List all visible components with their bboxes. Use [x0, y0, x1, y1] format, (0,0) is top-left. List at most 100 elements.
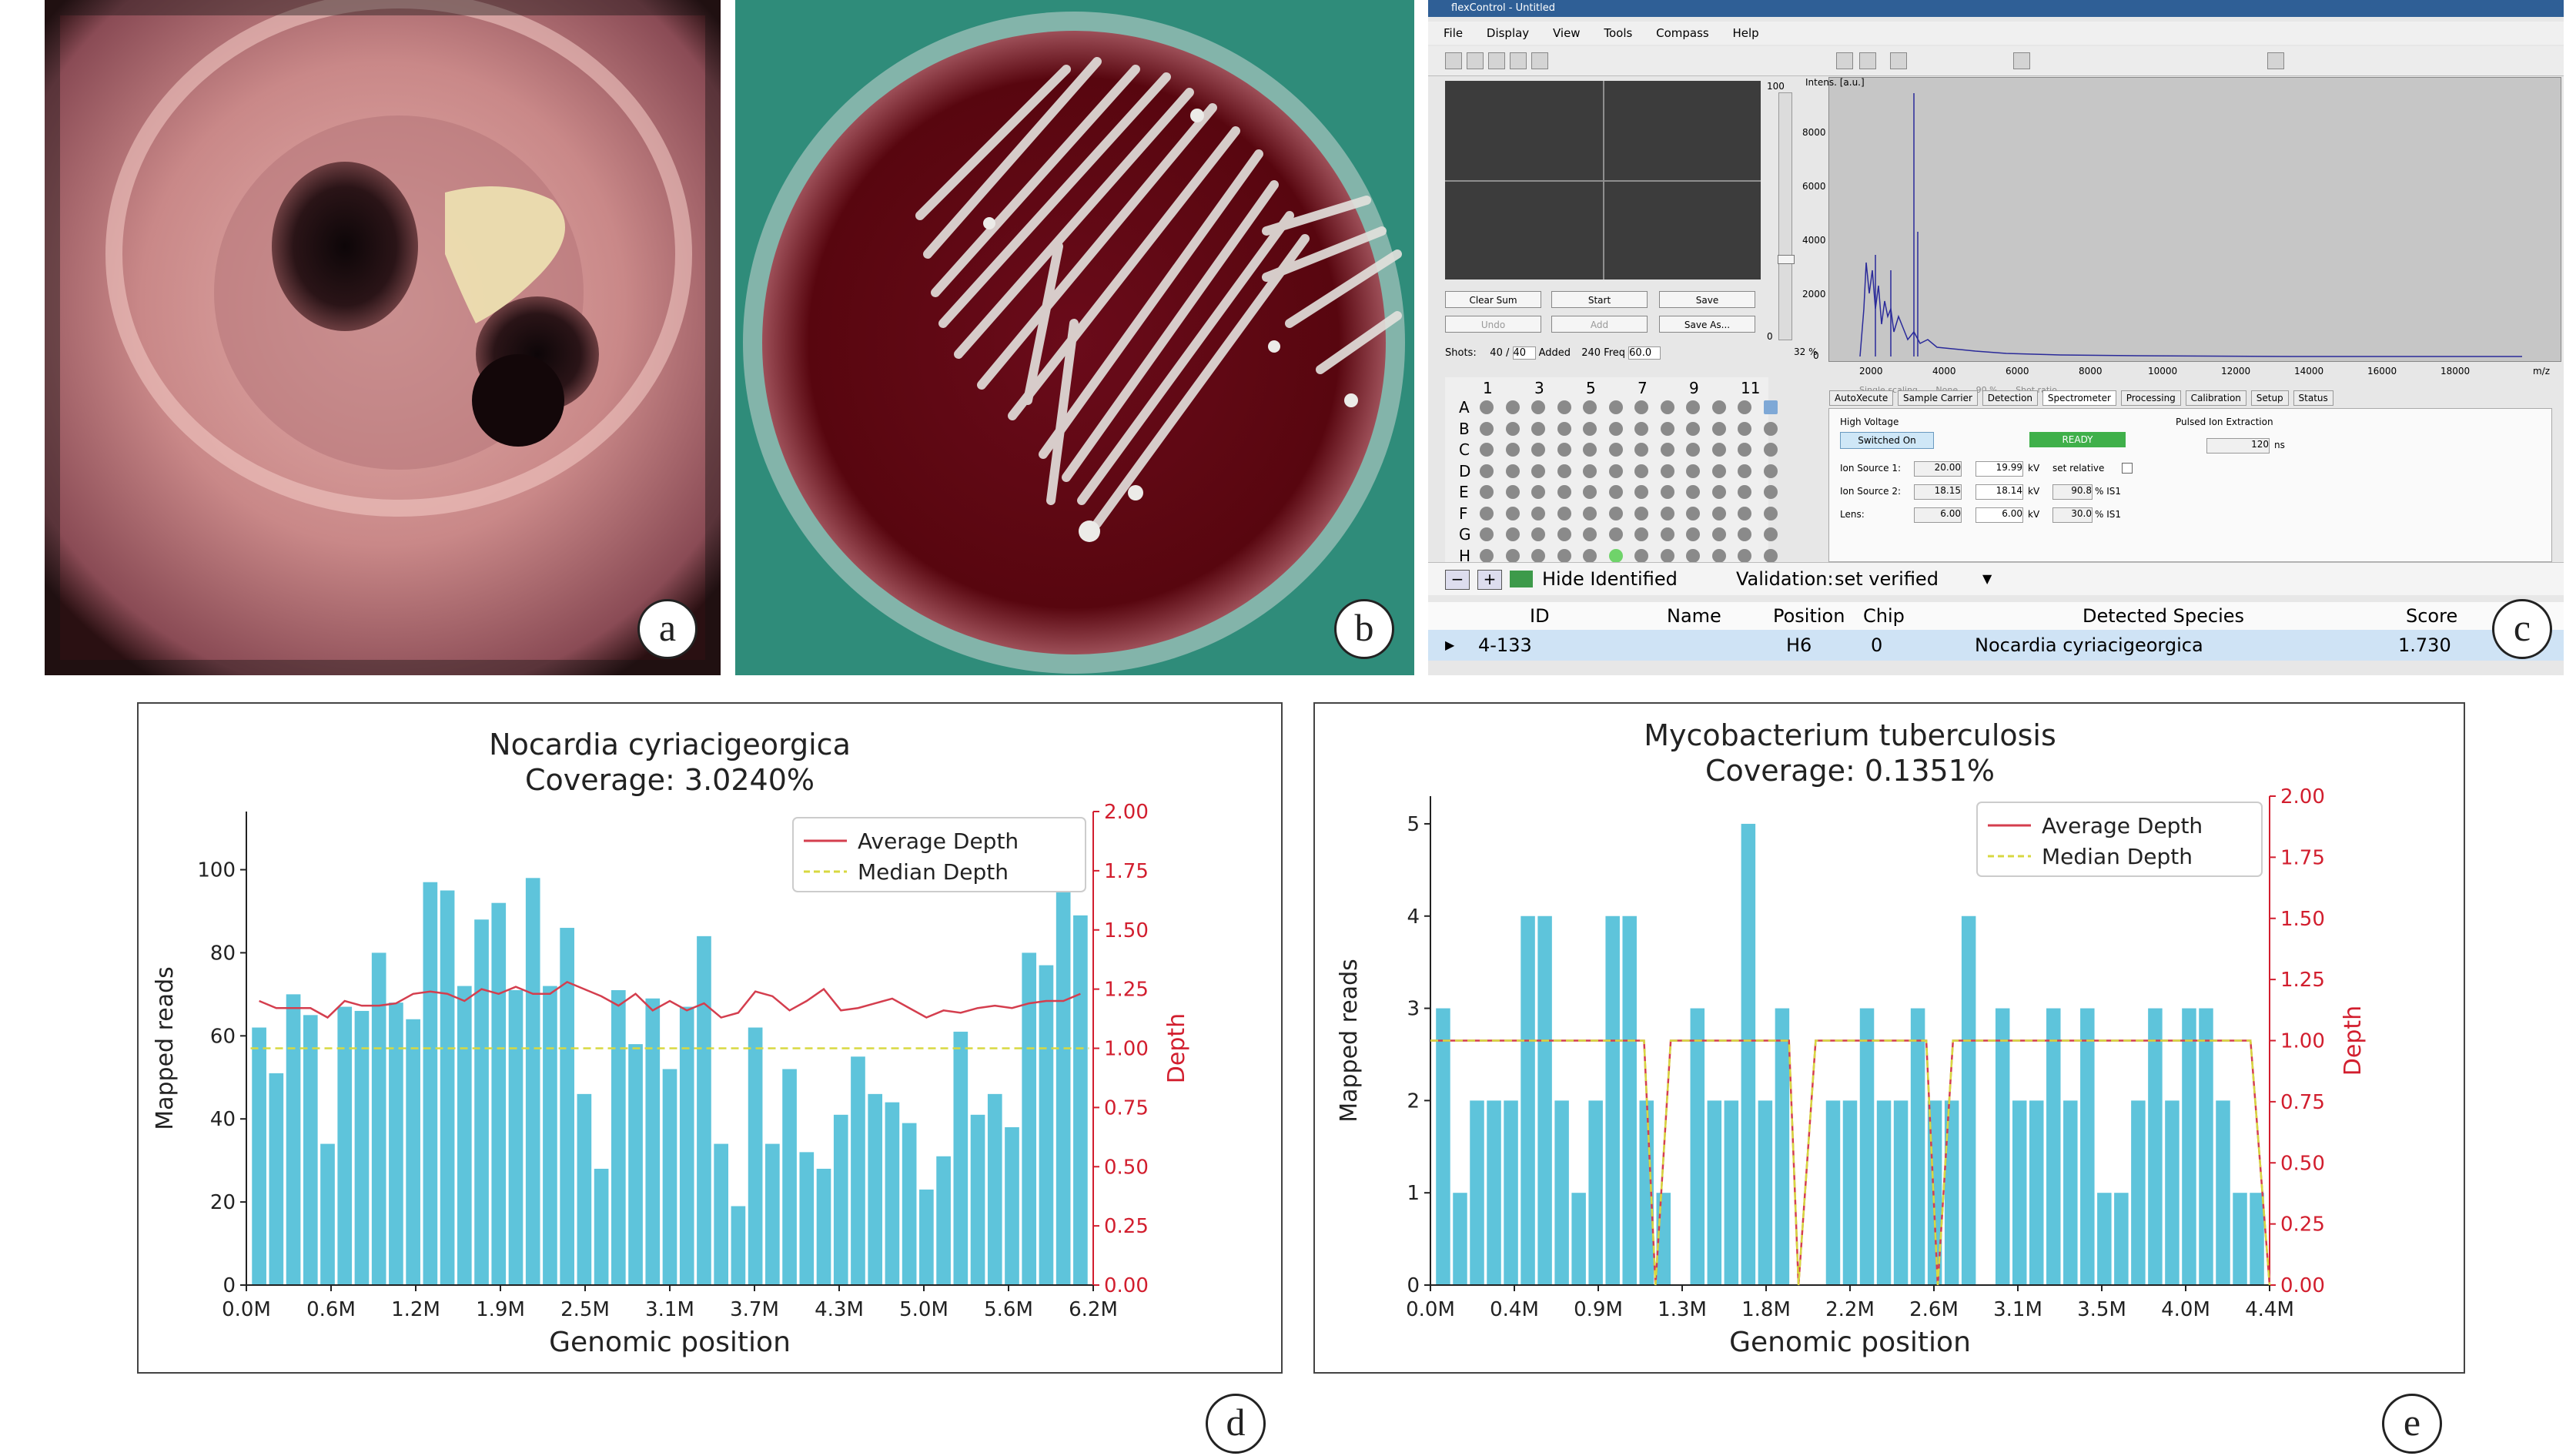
bacteria-icon[interactable]	[1510, 571, 1533, 587]
plate-well[interactable]	[1608, 421, 1623, 436]
plate-well[interactable]	[1505, 506, 1520, 520]
plate-well[interactable]	[1557, 421, 1571, 436]
plate-well[interactable]	[1634, 506, 1648, 520]
laser-slider-handle[interactable]	[1778, 255, 1795, 264]
plate-well[interactable]	[1480, 485, 1494, 499]
plate-well[interactable]	[1660, 443, 1674, 457]
tab-detection[interactable]: Detection	[1982, 390, 2039, 406]
switched-on-button[interactable]: Switched On	[1840, 432, 1934, 449]
plate-well[interactable]	[1480, 506, 1494, 520]
plate-well[interactable]	[1480, 548, 1494, 563]
plate-well[interactable]	[1763, 443, 1778, 457]
plate-well[interactable]	[1660, 421, 1674, 436]
tab-setup[interactable]: Setup	[2250, 390, 2289, 406]
plate-well[interactable]	[1480, 464, 1494, 478]
plate-well[interactable]	[1480, 443, 1494, 457]
plate-well[interactable]	[1583, 400, 1597, 414]
plate-well[interactable]	[1505, 548, 1520, 563]
shots-input[interactable]: 40	[1512, 346, 1536, 360]
plate-well[interactable]	[1686, 443, 1700, 457]
plate-well[interactable]	[1557, 548, 1571, 563]
plate-well[interactable]	[1686, 548, 1700, 563]
plate-well[interactable]	[1711, 400, 1726, 414]
plate-well[interactable]	[1738, 400, 1751, 414]
undo-button[interactable]: Undo	[1445, 316, 1541, 333]
plate-well[interactable]	[1763, 421, 1778, 436]
plate-well[interactable]	[1763, 400, 1778, 414]
plate-well[interactable]	[1763, 506, 1778, 520]
plate-well[interactable]	[1583, 548, 1597, 563]
expand-icon[interactable]: +	[1477, 570, 1502, 590]
plate-well[interactable]	[1608, 485, 1623, 499]
plate-well[interactable]	[1686, 485, 1700, 499]
tab-calibration[interactable]: Calibration	[2185, 390, 2246, 406]
plate-well[interactable]	[1738, 421, 1751, 436]
plate-well[interactable]	[1634, 443, 1648, 457]
plate-well[interactable]	[1583, 506, 1597, 520]
col-name[interactable]: Name	[1667, 605, 1721, 627]
hide-identified-button[interactable]: Hide Identified	[1542, 568, 1678, 590]
plate-well[interactable]	[1557, 400, 1571, 414]
plate-well[interactable]	[1608, 506, 1623, 520]
menu-help[interactable]: Help	[1732, 26, 1759, 40]
plate-well[interactable]	[1531, 400, 1545, 414]
plate-well[interactable]	[1505, 485, 1520, 499]
toolbar-open-icon[interactable]	[1445, 52, 1462, 69]
toolbar-tool-icon[interactable]	[1531, 52, 1548, 69]
plate-well[interactable]	[1557, 464, 1571, 478]
col-id[interactable]: ID	[1530, 605, 1550, 627]
tab-spectrometer[interactable]: Spectrometer	[2042, 390, 2116, 406]
plate-well[interactable]	[1480, 527, 1494, 541]
toolbar-refresh-icon[interactable]	[1510, 52, 1527, 69]
plate-well[interactable]	[1531, 506, 1545, 520]
menu-view[interactable]: View	[1552, 26, 1581, 40]
plate-well[interactable]	[1763, 548, 1778, 563]
plate-well[interactable]	[1660, 548, 1674, 563]
plate-well[interactable]	[1531, 464, 1545, 478]
col-chip[interactable]: Chip	[1863, 605, 1905, 627]
plate-well[interactable]	[1686, 421, 1700, 436]
toolbar-grid-icon[interactable]	[2013, 52, 2030, 69]
plate-well[interactable]	[1711, 464, 1726, 478]
plate-well[interactable]	[1634, 464, 1648, 478]
plate-well[interactable]	[1738, 527, 1751, 541]
menu-compass[interactable]: Compass	[1656, 26, 1709, 40]
toolbar-print-icon[interactable]	[1488, 52, 1505, 69]
lens-percent[interactable]: 30.0	[2052, 507, 2093, 523]
plate-well[interactable]	[1583, 527, 1597, 541]
plate-well[interactable]	[1660, 506, 1674, 520]
plate-well[interactable]	[1480, 400, 1494, 414]
add-button[interactable]: Add	[1551, 316, 1648, 333]
plate-well[interactable]	[1608, 548, 1623, 563]
plate-well[interactable]	[1711, 548, 1726, 563]
toolbar-zoom-icon[interactable]	[1836, 52, 1853, 69]
plate-well[interactable]	[1505, 527, 1520, 541]
tab-autoxecute[interactable]: AutoXecute	[1829, 390, 1894, 406]
plate-well[interactable]	[1763, 527, 1778, 541]
plate-well[interactable]	[1738, 443, 1751, 457]
menu-tools[interactable]: Tools	[1604, 26, 1633, 40]
plate-well[interactable]	[1711, 485, 1726, 499]
plate-well[interactable]	[1634, 400, 1648, 414]
plate-well[interactable]	[1557, 506, 1571, 520]
plate-well[interactable]	[1557, 443, 1571, 457]
plate-well[interactable]	[1686, 464, 1700, 478]
plate-well[interactable]	[1531, 443, 1545, 457]
start-button[interactable]: Start	[1551, 291, 1648, 308]
plate-well[interactable]	[1557, 527, 1571, 541]
plate-well[interactable]	[1608, 400, 1623, 414]
freq-input[interactable]: 60.0	[1628, 346, 1661, 360]
plate-well[interactable]	[1660, 527, 1674, 541]
plate-well[interactable]	[1711, 421, 1726, 436]
plate-well[interactable]	[1505, 464, 1520, 478]
plate-well[interactable]	[1711, 443, 1726, 457]
chevron-down-icon[interactable]: ▼	[1982, 571, 1992, 586]
col-score[interactable]: Score	[2406, 605, 2458, 627]
col-position[interactable]: Position	[1773, 605, 1845, 627]
plate-well[interactable]	[1660, 464, 1674, 478]
ion-source-2-percent[interactable]: 90.8	[2052, 484, 2093, 500]
plate-well[interactable]	[1660, 400, 1674, 414]
plate-well[interactable]	[1686, 527, 1700, 541]
plate-well[interactable]	[1738, 485, 1751, 499]
plate-well[interactable]	[1505, 400, 1520, 414]
